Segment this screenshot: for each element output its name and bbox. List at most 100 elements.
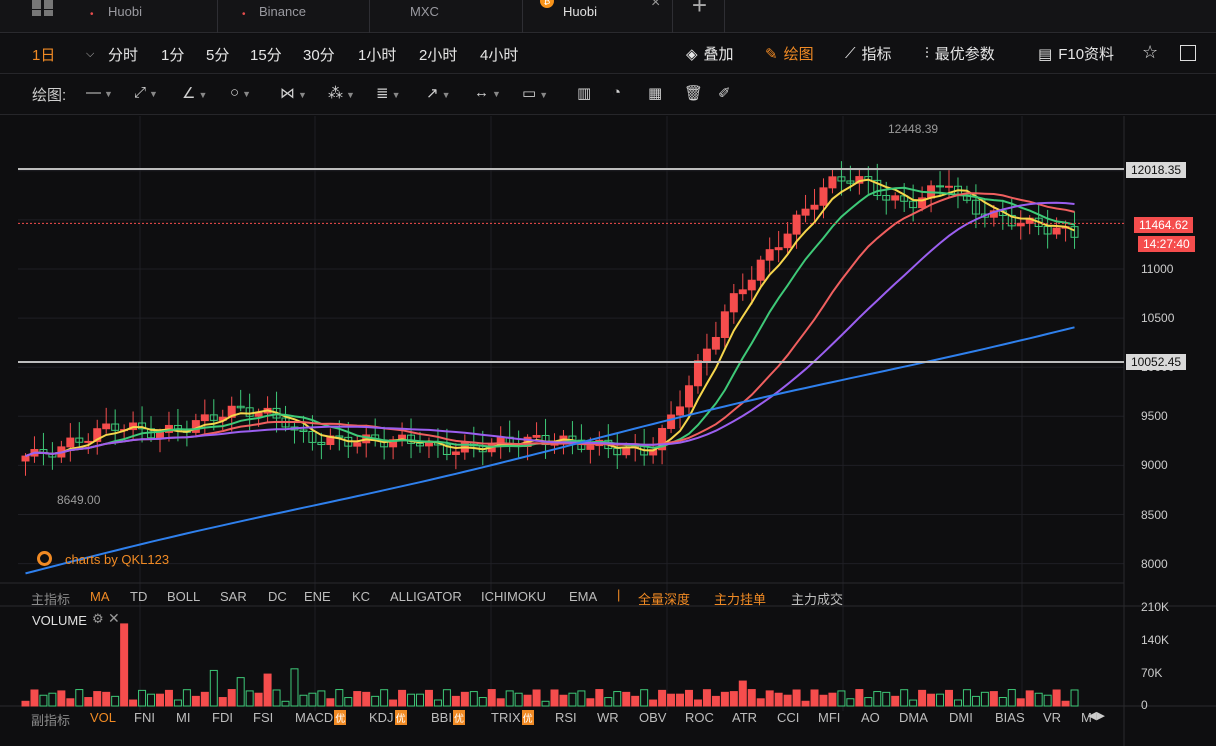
sub-ind-rsi[interactable]: RSI [555,710,577,725]
fib-tool-icon[interactable]: ≣ ▼ [376,85,401,102]
sub-ind-trix[interactable]: TRIX 优 [491,710,534,725]
candle [702,348,711,362]
angle-tool-icon[interactable]: ∠ ▼ [182,85,208,102]
sub-ind-dmi[interactable]: DMI [949,710,973,725]
close-icon[interactable]: ✕ [108,610,120,626]
scroll-arrows-icon[interactable]: ◀▶ [1088,710,1105,722]
candle [102,423,111,430]
full-depth-button[interactable]: 全量深度 [638,592,691,607]
segment-tool-icon[interactable]: ⤢ ▼ [134,84,158,101]
indicator-button[interactable]: ⟋ 指标 [845,45,892,63]
range-tool-icon[interactable]: ↔ ▼ [474,84,501,101]
exchange-tab-bar: • Huobi • Binance MXC ₿ Huobi × + [0,0,1216,33]
candle-tool-icon[interactable]: ▥ [577,85,592,102]
ind-sar[interactable]: SAR [220,589,247,604]
period-1m[interactable]: 1分 [161,47,185,64]
volume-bar [640,689,649,707]
candle [1007,214,1016,227]
volume-tick: 210K [1141,600,1170,614]
period-1d[interactable]: 1日 [32,47,56,64]
volume-bar [604,697,613,707]
main-trades-button[interactable]: 主力成交 [791,592,844,607]
sub-ind-kdj[interactable]: KDJ 优 [369,710,407,725]
sub-ind-dma[interactable]: DMA [899,710,928,725]
sub-ind-obv[interactable]: OBV [639,710,667,725]
ind-ene[interactable]: ENE [304,589,331,604]
trash-icon[interactable]: 🗑 [684,85,704,102]
volume-bar [613,691,622,707]
volume-bar [120,623,129,707]
star-icon[interactable]: ☆ [1142,42,1159,62]
period-4h[interactable]: 4小时 [480,47,519,64]
ind-td[interactable]: TD [130,589,148,604]
tab-huobi-active[interactable]: ₿ Huobi × [523,0,673,33]
candle [138,422,147,430]
period-15m[interactable]: 15分 [250,47,282,64]
overlay-button[interactable]: ◈ 叠加 [686,45,734,64]
gear-icon[interactable]: ⚙ [92,611,104,626]
sub-ind-fsi[interactable]: FSI [253,710,274,725]
period-1h[interactable]: 1小时 [358,47,397,64]
sub-ind-cci[interactable]: CCI [777,710,800,725]
bars-tool-icon[interactable]: ▦ [648,85,663,102]
sub-ind-vr[interactable]: VR [1043,710,1062,725]
volume-bar [433,699,442,707]
period-5m[interactable]: 5分 [206,47,230,64]
draw-button[interactable]: ✎ 绘图 [765,45,814,64]
add-tab-button[interactable]: + [675,0,725,33]
period-timeshare[interactable]: 分时 [108,47,139,64]
ind-ema[interactable]: EMA [569,589,598,604]
ind-kc[interactable]: KC [352,589,371,604]
sub-ind-mi[interactable]: MI [176,710,191,725]
wave-tool-icon[interactable]: ⁂ ▼ [328,85,355,102]
pie-tool-icon[interactable]: ◔ [612,84,622,101]
volume-bar [1016,698,1025,707]
sub-ind-bias[interactable]: BIAS [995,710,1025,725]
ind-ma[interactable]: MA [90,589,110,604]
sub-ind-fdi[interactable]: FDI [212,710,233,725]
eraser-icon[interactable]: ✐ [718,85,731,102]
candle [200,414,209,422]
label-tool-icon[interactable]: ▭ ▼ [522,85,549,102]
candle [936,185,945,188]
sub-ind-roc[interactable]: ROC [685,710,714,725]
sub-ind-fni[interactable]: FNI [134,710,155,725]
sub-ind-m[interactable]: M [1081,710,1092,725]
ind-dc[interactable]: DC [268,589,287,604]
arrow-tool-icon[interactable]: ↗ ▼ [426,85,451,102]
params-button[interactable]: ⫶ 最优参数 [925,45,995,63]
ind-alligator[interactable]: ALLIGATOR [390,589,462,604]
pattern-tool-icon[interactable]: ⋈ ▼ [280,85,307,102]
close-tab-icon[interactable]: × [651,0,661,11]
fullscreen-icon[interactable] [1180,45,1196,61]
period-2h[interactable]: 2小时 [419,47,458,64]
candle [335,435,344,438]
main-orders-button[interactable]: 主力挂单 [714,592,767,607]
sub-ind-ao[interactable]: AO [861,710,880,725]
line-tool-icon[interactable]: — ▼ [86,84,113,101]
price-tick: 8000 [1141,557,1168,571]
circle-tool-icon[interactable]: ○ ▼ [230,84,251,101]
period-30m[interactable]: 30分 [303,47,335,64]
tab-mxc[interactable]: MXC [370,0,523,33]
sub-ind-mfi[interactable]: MFI [818,710,841,725]
app-grid-icon[interactable] [32,0,56,16]
ind-boll[interactable]: BOLL [167,589,201,604]
volume-bar [927,693,936,707]
candlestick-chart[interactable] [0,116,1216,746]
ind-ichimoku[interactable]: ICHIMOKU [481,589,546,604]
f10-button[interactable]: ▤ F10资料 [1038,45,1115,64]
chevron-down-icon[interactable]: ⌵ [86,48,95,60]
sub-ind-bbi[interactable]: BBI 优 [431,710,465,725]
sub-ind-macd[interactable]: MACD 优 [295,710,347,725]
sub-ind-atr[interactable]: ATR [732,710,758,725]
sub-ind-wr[interactable]: WR [597,710,619,725]
volume-bar [729,691,738,707]
tab-huobi[interactable]: • Huobi [70,0,218,33]
tab-binance[interactable]: • Binance [218,0,370,33]
volume-bar [75,689,84,707]
volume-bar [200,691,209,707]
candle [882,194,891,201]
candle [711,336,720,350]
sub-ind-vol[interactable]: VOL [90,710,117,725]
